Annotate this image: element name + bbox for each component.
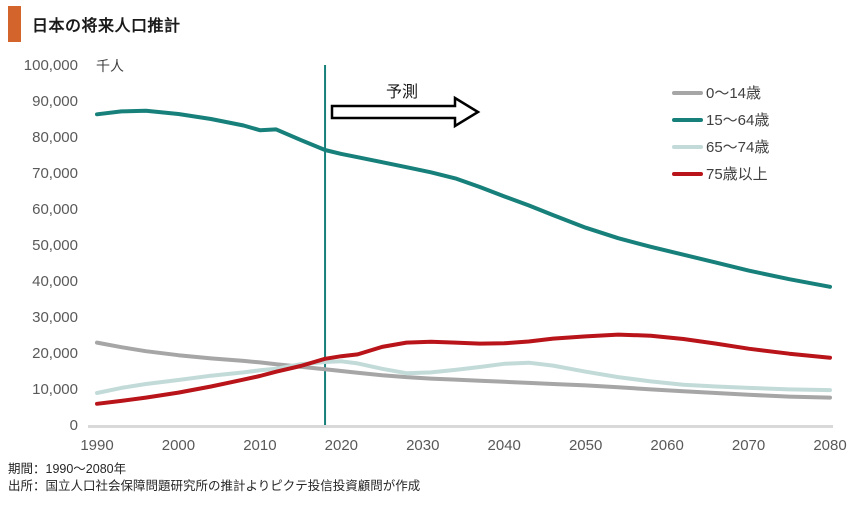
x-tick-label: 2030 — [406, 437, 439, 454]
x-tick-label: 2050 — [569, 437, 602, 454]
population-line-chart: 0 10,000 20,000 30,000 40,000 50,000 60,000 70,… — [24, 57, 847, 454]
x-tick-label: 2080 — [813, 437, 846, 454]
legend-line-swatch — [672, 90, 703, 95]
legend-label: 15〜64歳 — [706, 112, 770, 129]
legend-item: 0〜14歳 — [672, 79, 769, 106]
series-line-15〜64歳 — [95, 108, 832, 289]
title-accent-bar — [8, 6, 21, 42]
chart-legend: 0〜14歳 15〜64歳 65〜74歳 75歳以上 — [672, 79, 769, 187]
y-tick-label: 70,000 — [32, 165, 78, 182]
series-line-0〜14歳 — [95, 340, 832, 400]
legend-item: 65〜74歳 — [672, 133, 769, 160]
y-tick-label: 50,000 — [32, 237, 78, 254]
series-line-65〜74歳 — [95, 359, 832, 395]
y-tick-label: 10,000 — [32, 381, 78, 398]
legend-item: 15〜64歳 — [672, 106, 769, 133]
legend-label: 0〜14歳 — [706, 85, 762, 102]
y-tick-label: 80,000 — [32, 129, 78, 146]
forecast-label: 予測 — [386, 83, 418, 101]
x-tick-label: 2000 — [162, 437, 195, 454]
y-tick-label: 40,000 — [32, 273, 78, 290]
x-tick-label: 2060 — [650, 437, 683, 454]
legend-item: 75歳以上 — [672, 160, 769, 187]
y-axis-unit-label: 千人 — [96, 58, 124, 74]
y-tick-label: 0 — [70, 417, 78, 434]
legend-label: 75歳以上 — [706, 166, 768, 183]
y-tick-label: 100,000 — [24, 57, 78, 74]
footnote-period: 期間：1990〜2080年 — [8, 462, 127, 476]
y-tick-label: 90,000 — [32, 93, 78, 110]
series-line-75歳以上 — [95, 332, 832, 406]
forecast-arrow-icon — [330, 95, 481, 129]
legend-label: 65〜74歳 — [706, 139, 770, 156]
legend-line-swatch — [672, 117, 703, 122]
chart-footnotes: 期間：1990〜2080年 出所：国立人口社会保障問題研究所の推計よりピクテ投信… — [8, 461, 420, 495]
y-tick-label: 30,000 — [32, 309, 78, 326]
x-tick-label: 2020 — [325, 437, 358, 454]
page-title: 日本の将来人口推計 — [32, 18, 181, 35]
footnote-source: 出所：国立人口社会保障問題研究所の推計よりピクテ投信投資顧問が作成 — [8, 479, 421, 493]
y-tick-label: 20,000 — [32, 345, 78, 362]
y-tick-label: 60,000 — [32, 201, 78, 218]
legend-line-swatch — [672, 171, 703, 176]
legend-line-swatch — [672, 144, 703, 149]
x-tick-label: 2010 — [243, 437, 276, 454]
x-tick-label: 2040 — [488, 437, 521, 454]
x-tick-label: 1990 — [80, 437, 113, 454]
x-tick-label: 2070 — [732, 437, 765, 454]
title-block: 日本の将来人口推計 — [8, 6, 181, 42]
